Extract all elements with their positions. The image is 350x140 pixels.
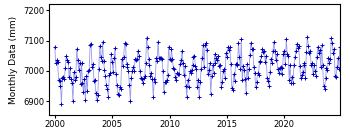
- Y-axis label: Monthly Data (mm): Monthly Data (mm): [9, 15, 18, 104]
